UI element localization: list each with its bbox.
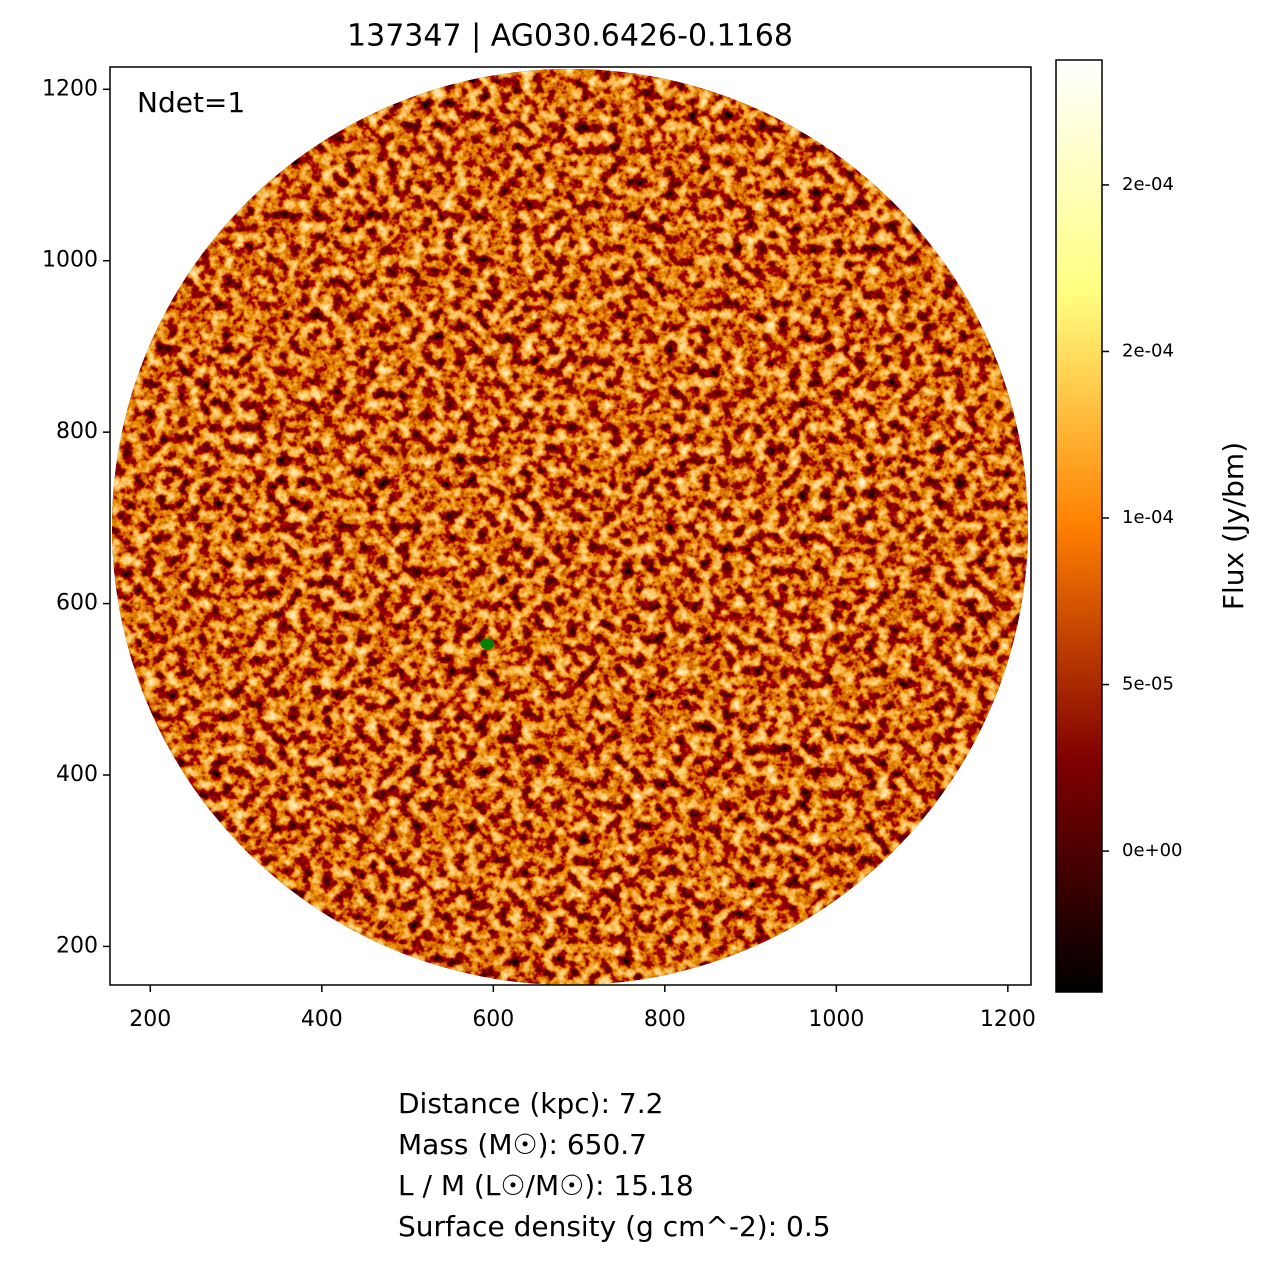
x-tick-label: 800 <box>644 1007 686 1032</box>
colorbar-label: Flux (Jy/bm) <box>1217 442 1250 610</box>
detection-marker <box>480 638 495 650</box>
x-tick-label: 1200 <box>980 1007 1036 1032</box>
x-tick-label: 1000 <box>808 1007 864 1032</box>
image-footprint <box>112 69 1028 985</box>
colorbar-tick-label: 2e-04 <box>1122 174 1174 195</box>
annotation: Ndet=1 <box>137 86 245 119</box>
chart-title: 137347 | AG030.6426-0.1168 <box>347 19 793 54</box>
y-tick-label: 1200 <box>42 76 98 101</box>
x-tick-label: 600 <box>472 1007 514 1032</box>
plot-frame <box>109 66 1032 986</box>
x-tick-label: 400 <box>301 1007 343 1032</box>
info-line: L / M (L☉/M☉): 15.18 <box>398 1169 694 1202</box>
flux-image <box>112 69 1028 985</box>
colorbar-tick-label: 5e-05 <box>1122 674 1174 695</box>
info-line: Surface density (g cm^-2): 0.5 <box>398 1210 831 1243</box>
colorbar-tick-label: 1e-04 <box>1122 507 1174 528</box>
colorbar-tick-label: 0e+00 <box>1122 840 1183 861</box>
colorbar <box>1055 59 1103 993</box>
y-tick-label: 200 <box>56 933 98 958</box>
y-tick-label: 1000 <box>42 248 98 273</box>
y-tick-label: 400 <box>56 762 98 787</box>
info-line: Mass (M☉): 650.7 <box>398 1128 647 1161</box>
x-tick-label: 200 <box>129 1007 171 1032</box>
colorbar-tick-label: 2e-04 <box>1122 340 1174 361</box>
y-tick-label: 600 <box>56 591 98 616</box>
y-tick-label: 800 <box>56 419 98 444</box>
info-line: Distance (kpc): 7.2 <box>398 1087 663 1120</box>
